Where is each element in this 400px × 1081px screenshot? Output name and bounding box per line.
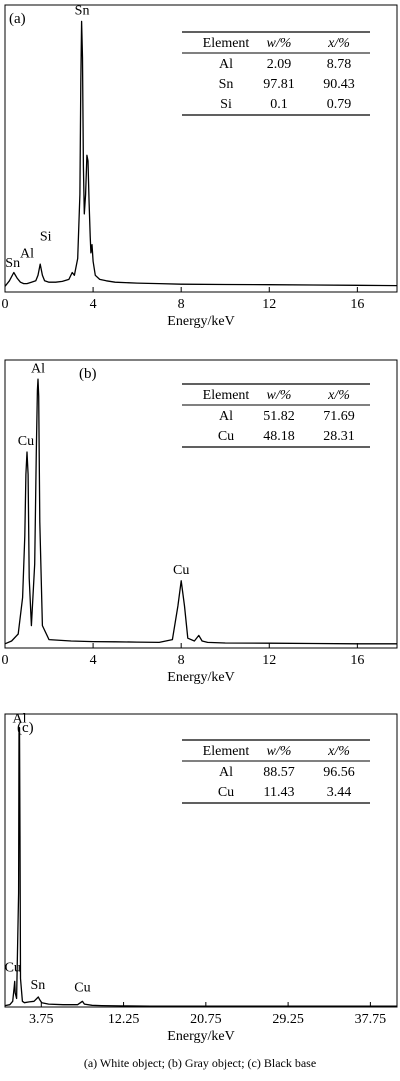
composition-table: Element w/% x/% Al 88.57 96.56 Cu 11.43 3.44 [182, 739, 370, 804]
eds-panel-b: 0 4 8 12 16 Energy/keV (b) Al Cu Cu Element w/% x/% A… [2, 359, 398, 685]
table-cell: 0.79 [327, 97, 352, 112]
table-cell: 2.09 [267, 57, 292, 72]
peak-label: Si [40, 230, 52, 245]
table-cell: 3.44 [327, 785, 352, 800]
peak-label: Al [13, 711, 27, 726]
x-tick-label: 0 [2, 297, 9, 312]
x-tick-label: 4 [90, 653, 97, 668]
plot-frame [4, 713, 398, 1008]
x-tick-label: 8 [178, 653, 185, 668]
figure-caption: (a) White object; (b) Gray object; (c) B… [83, 1056, 317, 1070]
x-tick-label: 4 [90, 297, 97, 312]
peak-label: Sn [31, 978, 46, 993]
peak-label: Sn [75, 4, 90, 19]
table-header: x/% [327, 388, 350, 403]
spectrum-line [4, 727, 397, 1007]
x-tick-label: 16 [350, 297, 364, 312]
peak-label: Sn [5, 256, 20, 271]
table-header: w/% [267, 388, 292, 403]
table-cell: Cu [218, 429, 234, 444]
x-tick-label: 8 [178, 297, 185, 312]
table-header: Element [203, 744, 250, 759]
x-tick-label: 12 [262, 297, 276, 312]
composition-table: Element w/% x/% Al 51.82 71.69 Cu 48.18 28.31 [182, 383, 370, 448]
x-tick-label: 20.75 [190, 1012, 222, 1027]
table-cell: Sn [219, 77, 234, 92]
table-cell: 71.69 [323, 409, 355, 424]
x-tick-label: 37.75 [355, 1012, 387, 1027]
spectrum-line [4, 378, 397, 645]
x-tick-label: 16 [350, 653, 364, 668]
table-header: x/% [327, 744, 350, 759]
spectrum-line [4, 20, 398, 287]
peak-label: Cu [5, 961, 21, 976]
x-tick-label: 29.25 [272, 1012, 304, 1027]
plot-frame [4, 359, 398, 649]
peak-label: Al [20, 246, 34, 261]
x-axis-label: Energy/keV [167, 1029, 234, 1044]
table-header: w/% [267, 744, 292, 759]
peak-label: Cu [74, 981, 90, 996]
table-cell: Si [220, 97, 232, 112]
table-cell: Al [219, 409, 233, 424]
plot-frame [4, 4, 398, 293]
x-tick-label: 12.25 [108, 1012, 140, 1027]
composition-table: Element w/% x/% Al 2.09 8.78 Sn 97.81 90.43 Si 0.1… [182, 31, 370, 116]
x-tick-label: 12 [262, 653, 276, 668]
table-cell: 97.81 [263, 77, 295, 92]
panel-label: (c) [17, 720, 34, 736]
table-header: Element [203, 388, 250, 403]
table-cell: 90.43 [323, 77, 355, 92]
panel-label: (b) [79, 366, 97, 382]
table-cell: Cu [218, 785, 234, 800]
table-cell: Al [219, 765, 233, 780]
table-cell: 11.43 [264, 785, 295, 800]
x-tick-label: 0 [2, 653, 9, 668]
table-cell: 8.78 [327, 57, 352, 72]
table-cell: 0.1 [270, 97, 288, 112]
peak-label: Cu [18, 434, 34, 449]
table-header: Element [203, 36, 250, 51]
peak-label: Al [31, 361, 45, 376]
panel-label: (a) [9, 11, 26, 27]
table-cell: 28.31 [323, 429, 355, 444]
x-axis-label: Energy/keV [167, 314, 234, 329]
table-cell: Al [219, 57, 233, 72]
x-tick-label: 3.75 [29, 1012, 54, 1027]
table-header: x/% [327, 36, 350, 51]
table-cell: 88.57 [263, 765, 295, 780]
peak-label: Cu [173, 563, 189, 578]
table-cell: 51.82 [263, 409, 295, 424]
eds-panel-c: 3.75 12.25 20.75 29.25 37.75Energy/keV(c)AlC… [4, 711, 398, 1044]
x-axis-label: Energy/keV [167, 670, 234, 685]
table-cell: 48.18 [263, 429, 295, 444]
table-header: w/% [267, 36, 292, 51]
table-cell: 96.56 [323, 765, 355, 780]
